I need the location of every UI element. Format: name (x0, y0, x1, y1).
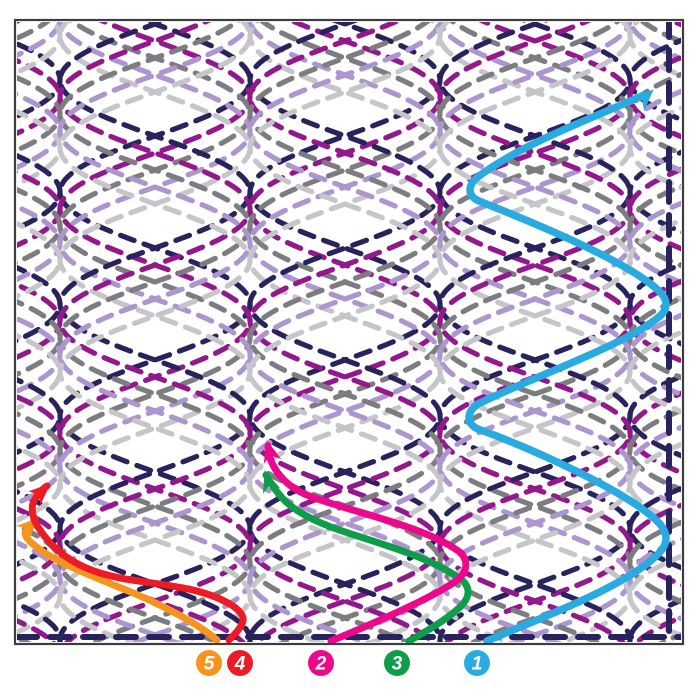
thread-wave-navy (247, 22, 443, 642)
stitch-route-arrows (16, 89, 670, 645)
thread-wave-navy (247, 22, 443, 642)
step-badge-1: 1 (464, 650, 490, 676)
thread-wave-light-gray (437, 22, 633, 642)
step-badge-number: 1 (472, 654, 483, 675)
stitch-route-4-shaft (28, 482, 247, 644)
stitch-route-3-arrow (262, 470, 472, 645)
stitch-route-4-arrow (28, 482, 247, 644)
thread-wave-purple (247, 22, 443, 642)
thread-wave-lavender (247, 22, 443, 642)
stitch-route-4-arrowhead-icon (28, 483, 51, 505)
step-badge-circle (308, 650, 334, 676)
step-badge-3: 3 (384, 650, 410, 676)
thread-wave-purple (627, 54, 681, 588)
stitch-route-3-arrowhead-icon (262, 470, 281, 494)
thread-wave-purple (247, 22, 443, 642)
step-badge-number: 5 (204, 654, 215, 675)
stitch-route-5-shaft (21, 517, 221, 644)
thread-wave-navy (437, 22, 633, 642)
thread-wave-purple (627, 22, 681, 642)
step-badge-circle (464, 650, 490, 676)
thread-wave-navy (57, 22, 253, 642)
step-badge-4: 4 (227, 650, 253, 676)
thread-wave-light-gray (247, 22, 443, 642)
thread-wave-light-gray (627, 105, 681, 639)
thread-wave-lavender (437, 22, 633, 642)
thread-wave-light-gray (57, 22, 253, 642)
thread-wave-lavender (627, 88, 681, 622)
step-badge-5: 5 (196, 650, 222, 676)
thread-wave-gray (247, 22, 443, 642)
thread-wave-light-gray (627, 22, 681, 527)
thread-wave-light-gray (57, 22, 253, 642)
stitch-route-1-shaft (465, 91, 670, 645)
step-badge-number: 4 (234, 654, 246, 675)
step-badge-number: 2 (315, 654, 327, 675)
thread-wave-light-gray (247, 22, 443, 642)
stitch-route-1-arrowhead-icon (631, 89, 654, 112)
stitch-route-2-arrowhead-icon (263, 440, 282, 464)
thread-wave-purple (57, 22, 253, 642)
thread-wave-purple (437, 22, 633, 642)
thread-wave-lavender (627, 22, 681, 510)
thread-wave-gray (57, 22, 253, 642)
step-badge-circle (196, 650, 222, 676)
thread-wave-navy (627, 37, 681, 571)
thread-wave-gray (247, 22, 443, 642)
step-badge-number: 3 (392, 654, 403, 675)
stitch-route-2-shaft (264, 442, 470, 645)
step-badge-circle (384, 650, 410, 676)
step-badge-circle (227, 650, 253, 676)
stitch-route-2-arrow (263, 440, 470, 645)
stitch-route-3-shaft (262, 471, 472, 645)
step-badge-2: 2 (308, 650, 334, 676)
thread-wave-lavender (247, 22, 443, 642)
thread-wave-lavender (17, 92, 63, 618)
outer-border (13, 18, 685, 646)
stitch-route-1-arrow (465, 89, 670, 645)
thread-wave-navy (627, 149, 681, 642)
